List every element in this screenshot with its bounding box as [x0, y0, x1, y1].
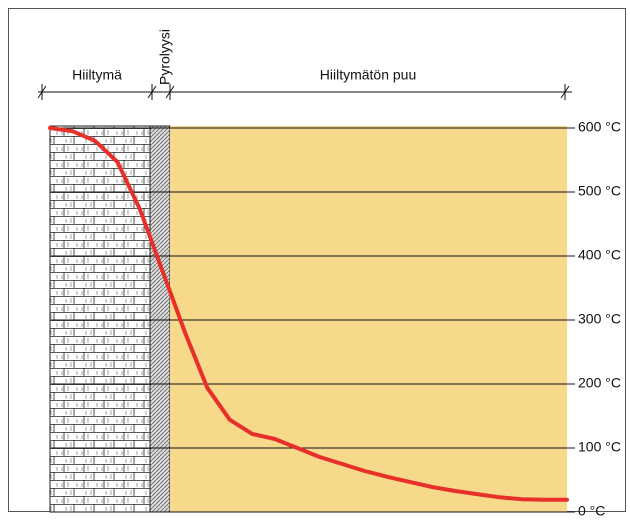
pyrolysis-zone — [150, 126, 170, 512]
zone-label: Hiiltymä — [72, 67, 122, 83]
zone-label: Hiiltymätön puu — [320, 67, 417, 83]
y-tick-label: 600 °C — [578, 119, 621, 135]
zone-label: Pyrolyysi — [157, 29, 173, 85]
dimension-line — [38, 84, 572, 100]
y-tick-label: 500 °C — [578, 183, 621, 199]
y-tick-label: 0 °C — [578, 503, 605, 519]
y-tick-label: 300 °C — [578, 311, 621, 327]
diagram: Hiiltymä Pyrolyysi Hiiltymätön puu 0 °C 1… — [0, 0, 630, 520]
y-tick-label: 400 °C — [578, 247, 621, 263]
y-tick-label: 100 °C — [578, 439, 621, 455]
char-zone — [50, 126, 150, 512]
y-tick-label: 200 °C — [578, 375, 621, 391]
wood-zone — [170, 126, 567, 512]
